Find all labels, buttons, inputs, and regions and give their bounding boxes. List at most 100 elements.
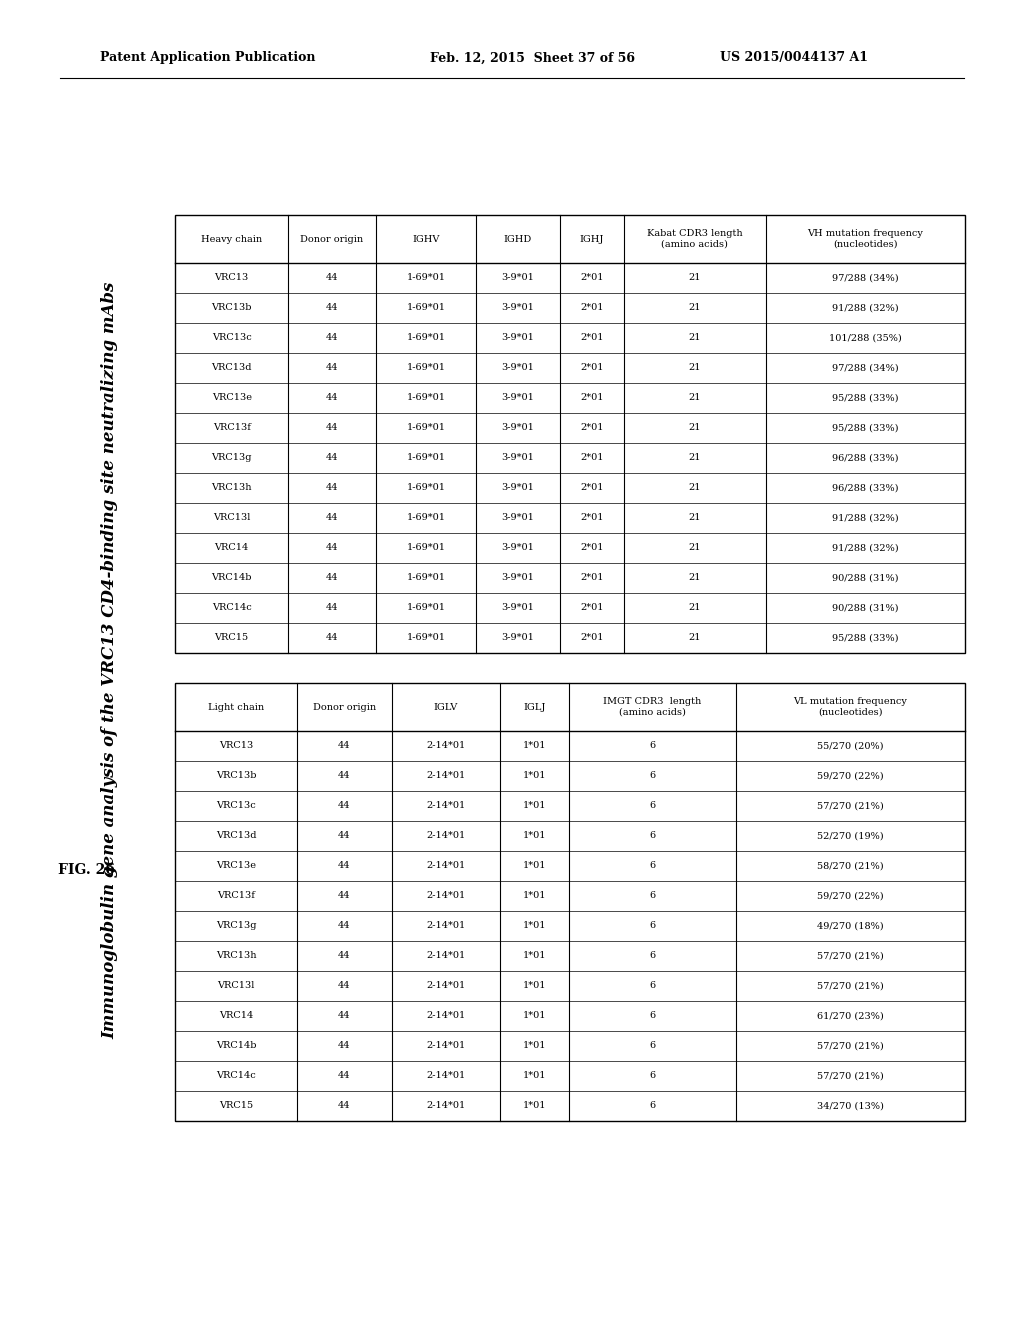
Text: 21: 21 xyxy=(688,544,701,553)
Text: 3-9*01: 3-9*01 xyxy=(502,513,535,523)
Text: 44: 44 xyxy=(326,363,338,372)
Text: 1*01: 1*01 xyxy=(523,801,547,810)
Text: 6: 6 xyxy=(649,832,655,841)
Text: 1*01: 1*01 xyxy=(523,1041,547,1051)
Text: 2*01: 2*01 xyxy=(581,273,603,282)
Text: 1-69*01: 1-69*01 xyxy=(407,544,445,553)
Text: 2*01: 2*01 xyxy=(581,573,603,582)
Text: VRC14b: VRC14b xyxy=(211,573,252,582)
Text: 44: 44 xyxy=(338,862,350,870)
Text: 21: 21 xyxy=(688,634,701,643)
Text: 1*01: 1*01 xyxy=(523,1101,547,1110)
Text: 44: 44 xyxy=(338,952,350,961)
Text: 1-69*01: 1-69*01 xyxy=(407,273,445,282)
Text: 2*01: 2*01 xyxy=(581,363,603,372)
Text: 95/288 (33%): 95/288 (33%) xyxy=(833,393,898,403)
Text: 3-9*01: 3-9*01 xyxy=(502,273,535,282)
Text: 2-14*01: 2-14*01 xyxy=(426,952,465,961)
Text: 44: 44 xyxy=(326,634,338,643)
Text: 96/288 (33%): 96/288 (33%) xyxy=(833,483,898,492)
Text: Donor origin: Donor origin xyxy=(300,235,364,243)
Text: 1-69*01: 1-69*01 xyxy=(407,424,445,433)
Text: 44: 44 xyxy=(326,304,338,313)
Text: 21: 21 xyxy=(688,513,701,523)
Text: 44: 44 xyxy=(326,454,338,462)
Text: 2-14*01: 2-14*01 xyxy=(426,1101,465,1110)
Text: 97/288 (34%): 97/288 (34%) xyxy=(831,273,899,282)
Text: 97/288 (34%): 97/288 (34%) xyxy=(831,363,899,372)
Text: VRC15: VRC15 xyxy=(215,634,249,643)
Text: 21: 21 xyxy=(688,304,701,313)
Text: 101/288 (35%): 101/288 (35%) xyxy=(828,334,902,342)
Text: 44: 44 xyxy=(326,544,338,553)
Text: VRC15: VRC15 xyxy=(219,1101,253,1110)
Text: VRC13h: VRC13h xyxy=(216,952,256,961)
Text: 1-69*01: 1-69*01 xyxy=(407,603,445,612)
Bar xyxy=(175,215,965,653)
Text: 91/288 (32%): 91/288 (32%) xyxy=(831,544,899,553)
Text: 3-9*01: 3-9*01 xyxy=(502,334,535,342)
Text: 44: 44 xyxy=(338,832,350,841)
Text: 44: 44 xyxy=(338,1101,350,1110)
Text: 21: 21 xyxy=(688,363,701,372)
Text: 2*01: 2*01 xyxy=(581,304,603,313)
Text: 95/288 (33%): 95/288 (33%) xyxy=(833,634,898,643)
Text: 1-69*01: 1-69*01 xyxy=(407,304,445,313)
Text: VRC13b: VRC13b xyxy=(211,304,252,313)
Text: 21: 21 xyxy=(688,454,701,462)
Text: 1-69*01: 1-69*01 xyxy=(407,363,445,372)
Text: VRC14c: VRC14c xyxy=(212,603,252,612)
Text: 3-9*01: 3-9*01 xyxy=(502,573,535,582)
Text: 44: 44 xyxy=(326,603,338,612)
Text: IMGT CDR3  length
(amino acids): IMGT CDR3 length (amino acids) xyxy=(603,697,701,717)
Text: 1*01: 1*01 xyxy=(523,1072,547,1081)
Text: 2-14*01: 2-14*01 xyxy=(426,742,465,751)
Bar xyxy=(175,682,965,1121)
Text: 2-14*01: 2-14*01 xyxy=(426,1072,465,1081)
Text: Immunoglobulin gene analysis of the VRC13 CD4-binding site neutralizing mAbs: Immunoglobulin gene analysis of the VRC1… xyxy=(101,281,119,1039)
Text: 2*01: 2*01 xyxy=(581,483,603,492)
Text: 2*01: 2*01 xyxy=(581,424,603,433)
Text: VRC13d: VRC13d xyxy=(211,363,252,372)
Text: 3-9*01: 3-9*01 xyxy=(502,393,535,403)
Text: 3-9*01: 3-9*01 xyxy=(502,634,535,643)
Text: 6: 6 xyxy=(649,801,655,810)
Text: 1*01: 1*01 xyxy=(523,921,547,931)
Text: 1*01: 1*01 xyxy=(523,891,547,900)
Text: 2*01: 2*01 xyxy=(581,454,603,462)
Text: VRC13g: VRC13g xyxy=(211,454,252,462)
Text: 1*01: 1*01 xyxy=(523,1011,547,1020)
Text: 52/270 (19%): 52/270 (19%) xyxy=(817,832,884,841)
Text: 2-14*01: 2-14*01 xyxy=(426,982,465,990)
Text: IGLJ: IGLJ xyxy=(523,702,546,711)
Text: 6: 6 xyxy=(649,1072,655,1081)
Text: VRC13e: VRC13e xyxy=(212,393,252,403)
Text: 44: 44 xyxy=(338,921,350,931)
Text: VRC13l: VRC13l xyxy=(217,982,255,990)
Text: 1-69*01: 1-69*01 xyxy=(407,393,445,403)
Text: 49/270 (18%): 49/270 (18%) xyxy=(817,921,884,931)
Text: 57/270 (21%): 57/270 (21%) xyxy=(817,1041,884,1051)
Text: 44: 44 xyxy=(326,483,338,492)
Text: 57/270 (21%): 57/270 (21%) xyxy=(817,801,884,810)
Text: 90/288 (31%): 90/288 (31%) xyxy=(833,573,898,582)
Text: 1*01: 1*01 xyxy=(523,862,547,870)
Text: VRC14: VRC14 xyxy=(219,1011,253,1020)
Text: 6: 6 xyxy=(649,1101,655,1110)
Text: 6: 6 xyxy=(649,952,655,961)
Text: Patent Application Publication: Patent Application Publication xyxy=(100,51,315,65)
Text: 95/288 (33%): 95/288 (33%) xyxy=(833,424,898,433)
Text: VRC13c: VRC13c xyxy=(212,334,252,342)
Text: 2-14*01: 2-14*01 xyxy=(426,891,465,900)
Text: 3-9*01: 3-9*01 xyxy=(502,603,535,612)
Text: 21: 21 xyxy=(688,603,701,612)
Text: 57/270 (21%): 57/270 (21%) xyxy=(817,1072,884,1081)
Text: 2*01: 2*01 xyxy=(581,334,603,342)
Text: 44: 44 xyxy=(326,334,338,342)
Text: 1-69*01: 1-69*01 xyxy=(407,334,445,342)
Text: 44: 44 xyxy=(338,1072,350,1081)
Text: 59/270 (22%): 59/270 (22%) xyxy=(817,771,884,780)
Text: 6: 6 xyxy=(649,921,655,931)
Text: 44: 44 xyxy=(326,513,338,523)
Text: 44: 44 xyxy=(326,393,338,403)
